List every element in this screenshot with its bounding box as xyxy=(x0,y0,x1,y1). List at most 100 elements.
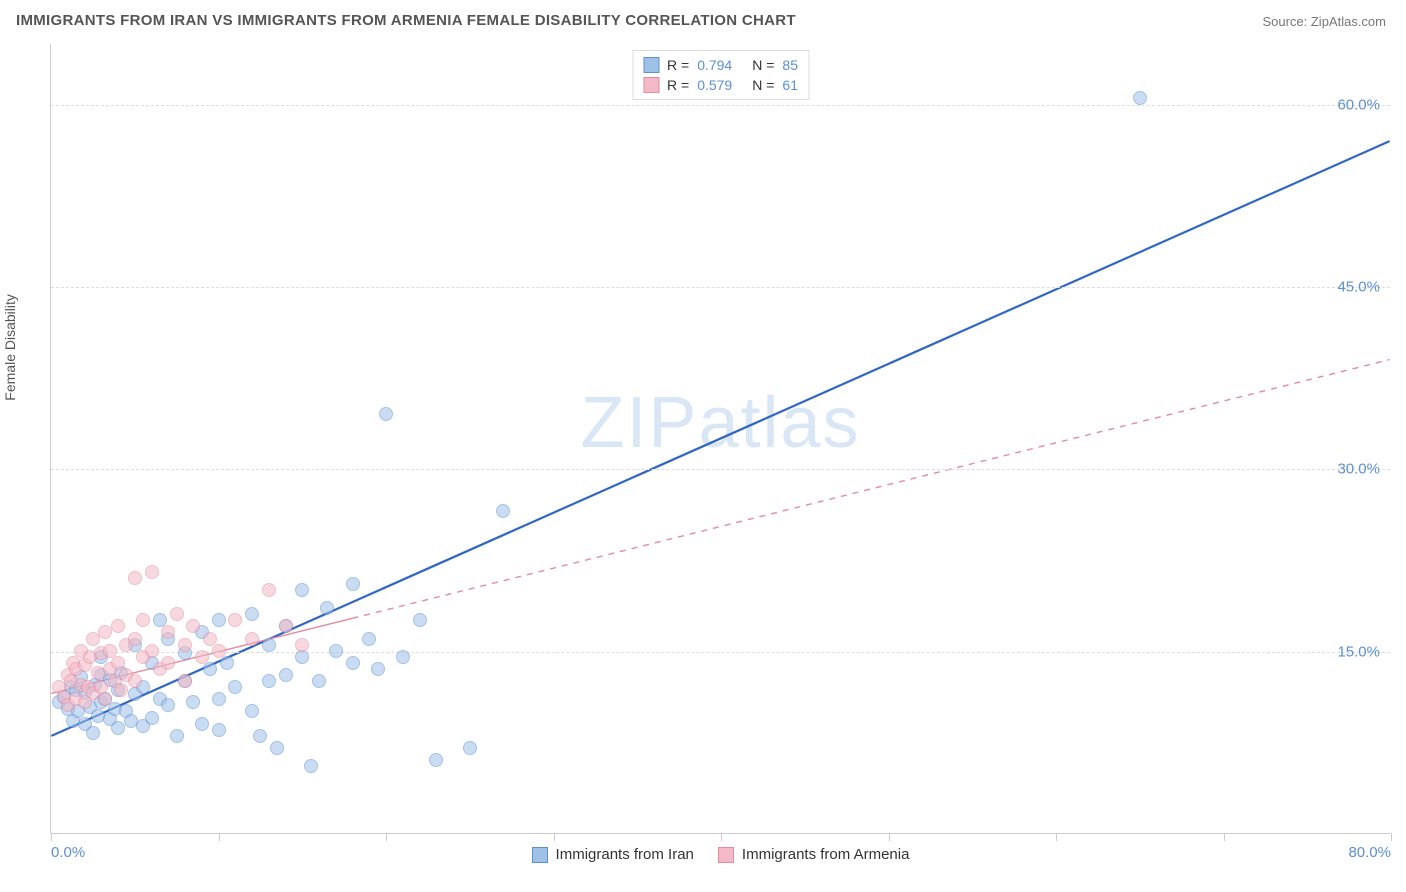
watermark-bold: ZIP xyxy=(580,383,698,463)
y-tick-label: 30.0% xyxy=(1280,461,1380,478)
stat-r-value: 0.794 xyxy=(697,57,732,73)
scatter-point xyxy=(295,583,309,597)
legend-stats-row: R = 0.579 N = 61 xyxy=(643,75,798,95)
scatter-point xyxy=(245,704,259,718)
scatter-point xyxy=(429,753,443,767)
scatter-point xyxy=(463,741,477,755)
scatter-point xyxy=(228,613,242,627)
scatter-point xyxy=(161,698,175,712)
scatter-point xyxy=(279,619,293,633)
scatter-point xyxy=(128,571,142,585)
x-tick xyxy=(219,833,220,841)
scatter-point xyxy=(262,583,276,597)
x-tick xyxy=(51,833,52,841)
legend-label: Immigrants from Iran xyxy=(556,846,694,863)
scatter-point xyxy=(161,656,175,670)
scatter-point xyxy=(195,717,209,731)
stat-r-label: R = xyxy=(667,57,689,73)
y-axis-label: Female Disability xyxy=(2,294,18,401)
scatter-point xyxy=(136,613,150,627)
y-tick-label: 60.0% xyxy=(1280,96,1380,113)
x-tick xyxy=(1224,833,1225,841)
legend-swatch xyxy=(532,847,548,863)
stat-n-value: 61 xyxy=(782,77,798,93)
source-attribution: Source: ZipAtlas.com xyxy=(1262,14,1386,29)
scatter-point xyxy=(212,613,226,627)
scatter-point xyxy=(304,759,318,773)
scatter-point xyxy=(111,619,125,633)
x-tick xyxy=(1391,833,1392,841)
scatter-point xyxy=(312,674,326,688)
scatter-point xyxy=(145,565,159,579)
chart-plot-area: ZIPatlas R = 0.794N = 85R = 0.579N = 61 … xyxy=(50,44,1390,834)
scatter-point xyxy=(220,656,234,670)
scatter-point xyxy=(203,662,217,676)
scatter-point xyxy=(178,674,192,688)
scatter-point xyxy=(295,638,309,652)
scatter-point xyxy=(111,721,125,735)
scatter-point xyxy=(279,668,293,682)
chart-title: IMMIGRANTS FROM IRAN VS IMMIGRANTS FROM … xyxy=(16,12,796,29)
scatter-point xyxy=(262,674,276,688)
scatter-point xyxy=(346,656,360,670)
gridline xyxy=(51,652,1390,653)
scatter-point xyxy=(228,680,242,694)
x-tick-label: 0.0% xyxy=(51,844,85,861)
scatter-point xyxy=(379,407,393,421)
gridline xyxy=(51,105,1390,106)
scatter-point xyxy=(195,650,209,664)
scatter-point xyxy=(145,644,159,658)
scatter-point xyxy=(245,632,259,646)
scatter-point xyxy=(295,650,309,664)
legend-swatch xyxy=(643,57,659,73)
scatter-point xyxy=(396,650,410,664)
scatter-point xyxy=(98,692,112,706)
trend-line xyxy=(51,141,1389,736)
scatter-point xyxy=(161,625,175,639)
x-tick xyxy=(554,833,555,841)
scatter-point xyxy=(270,741,284,755)
source-prefix: Source: xyxy=(1262,14,1310,29)
x-tick xyxy=(386,833,387,841)
scatter-point xyxy=(371,662,385,676)
scatter-point xyxy=(212,723,226,737)
legend-label: Immigrants from Armenia xyxy=(742,846,910,863)
scatter-point xyxy=(178,638,192,652)
scatter-point xyxy=(170,607,184,621)
stat-r-label: R = xyxy=(667,77,689,93)
legend-swatch xyxy=(643,77,659,93)
trend-line-dashed xyxy=(352,360,1389,619)
scatter-point xyxy=(245,607,259,621)
y-tick-label: 15.0% xyxy=(1280,643,1380,660)
scatter-point xyxy=(186,695,200,709)
scatter-point xyxy=(262,638,276,652)
scatter-point xyxy=(128,674,142,688)
scatter-point xyxy=(114,683,128,697)
watermark-thin: atlas xyxy=(698,383,860,463)
x-tick xyxy=(1056,833,1057,841)
stat-n-label: N = xyxy=(752,57,774,73)
scatter-point xyxy=(128,632,142,646)
scatter-point xyxy=(170,729,184,743)
stat-n-label: N = xyxy=(752,77,774,93)
legend-stats-row: R = 0.794 N = 85 xyxy=(643,55,798,75)
scatter-point xyxy=(212,692,226,706)
scatter-point xyxy=(212,644,226,658)
scatter-point xyxy=(98,625,112,639)
scatter-point xyxy=(1133,91,1147,105)
scatter-point xyxy=(362,632,376,646)
stat-r-value: 0.579 xyxy=(697,77,732,93)
legend-item: Immigrants from Armenia xyxy=(718,846,910,863)
scatter-point xyxy=(496,504,510,518)
stat-n-value: 85 xyxy=(782,57,798,73)
gridline xyxy=(51,469,1390,470)
legend-series: Immigrants from Iran Immigrants from Arme… xyxy=(51,846,1390,863)
scatter-point xyxy=(186,619,200,633)
scatter-point xyxy=(329,644,343,658)
gridline xyxy=(51,287,1390,288)
scatter-point xyxy=(253,729,267,743)
source-name: ZipAtlas.com xyxy=(1311,14,1386,29)
scatter-point xyxy=(346,577,360,591)
scatter-point xyxy=(413,613,427,627)
x-tick-label: 80.0% xyxy=(1348,844,1391,861)
